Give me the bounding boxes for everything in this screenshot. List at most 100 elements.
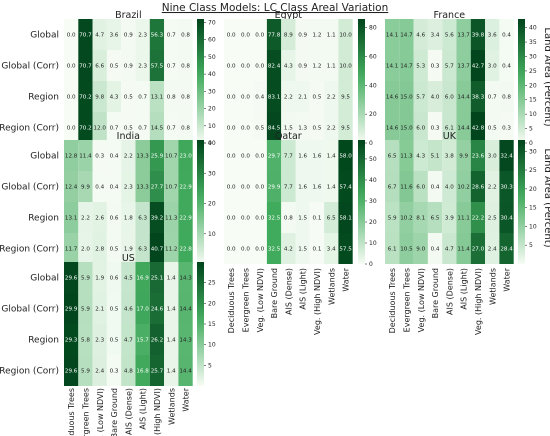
heatmap-cell bbox=[442, 19, 457, 50]
heatmap-cell bbox=[238, 233, 253, 264]
heatmap-cell bbox=[485, 19, 500, 50]
cell-label: 10.0 bbox=[339, 64, 352, 70]
heatmap-cell bbox=[470, 233, 486, 264]
colorbar-tick-label: 40 bbox=[369, 177, 377, 184]
heatmap-cell bbox=[238, 81, 253, 112]
heatmap-cell bbox=[485, 171, 500, 202]
heatmap-cell bbox=[135, 19, 150, 50]
cell-label: 8.1 bbox=[416, 216, 425, 222]
cell-label: 5.6 bbox=[445, 33, 454, 39]
cell-label: 2.3 bbox=[95, 338, 104, 344]
cell-label: 13.1 bbox=[65, 216, 78, 222]
cell-label: 2.2 bbox=[284, 95, 293, 101]
cell-label: 2.1 bbox=[298, 95, 307, 101]
heatmap-cell bbox=[149, 262, 165, 293]
heatmap-cell bbox=[92, 355, 107, 386]
heatmap-cell bbox=[295, 202, 310, 233]
cell-label: 0.3 bbox=[95, 154, 104, 160]
row-label: Global bbox=[30, 31, 59, 41]
cell-label: 2.1 bbox=[95, 307, 104, 313]
heatmap-cell bbox=[121, 50, 136, 81]
cell-label: 3.4 bbox=[431, 33, 440, 39]
heatmap-cell bbox=[252, 233, 267, 264]
cell-label: 2.6 bbox=[95, 216, 104, 222]
heatmap-cell bbox=[164, 140, 179, 171]
cell-label: 0.7 bbox=[138, 95, 147, 101]
heatmap-cell bbox=[324, 19, 339, 50]
heatmap-cell bbox=[135, 140, 150, 171]
cell-label: 40.7 bbox=[151, 247, 164, 253]
heatmap-cell bbox=[106, 81, 122, 112]
cell-label: 0.0 bbox=[227, 64, 236, 70]
heatmap-cell bbox=[224, 171, 239, 202]
heatmap-cell bbox=[121, 262, 136, 293]
column-label: Veg. (Low NDVI) bbox=[256, 268, 265, 332]
heatmap-cell bbox=[456, 81, 471, 112]
cell-label: 0.0 bbox=[241, 95, 250, 101]
heatmap-cell bbox=[338, 19, 353, 50]
cell-label: 10.7 bbox=[165, 154, 178, 160]
cell-label: 29.9 bbox=[65, 307, 78, 313]
cell-label: 1.4 bbox=[167, 338, 176, 344]
heatmap-cell bbox=[338, 171, 353, 202]
heatmap-cell bbox=[324, 81, 339, 112]
cell-label: 70.2 bbox=[79, 95, 91, 101]
colorbar-tick-label: 15 bbox=[208, 321, 216, 328]
row-label: Global (Corr) bbox=[1, 183, 59, 193]
heatmap-cell bbox=[92, 50, 107, 81]
heatmap-cell bbox=[252, 19, 267, 50]
cell-label: 10.0 bbox=[339, 33, 352, 39]
cell-label: 0.0 bbox=[241, 64, 250, 70]
heatmap-cell bbox=[281, 233, 296, 264]
heatmap-cell bbox=[399, 202, 414, 233]
row-label: Region (Corr) bbox=[0, 367, 59, 377]
row-label: Region bbox=[28, 93, 59, 103]
colorbar-tick-label: 25 bbox=[529, 68, 537, 75]
cell-label: 0.0 bbox=[227, 185, 236, 191]
heatmap-cell bbox=[385, 19, 400, 50]
heatmap-cell bbox=[164, 233, 179, 264]
heatmap-cell bbox=[266, 140, 282, 171]
heatmap-cell bbox=[499, 233, 514, 264]
colorbar-tick-label: 50 bbox=[369, 156, 377, 163]
heatmap-cell bbox=[164, 262, 179, 293]
cell-label: 4.7 bbox=[124, 338, 133, 344]
cell-label: 6.6 bbox=[95, 64, 104, 70]
colorbar bbox=[197, 262, 204, 386]
cell-label: 2.3 bbox=[138, 64, 147, 70]
heatmap-cell bbox=[149, 171, 165, 202]
cell-label: 29.6 bbox=[65, 369, 78, 375]
cell-label: 4.6 bbox=[416, 33, 425, 39]
heatmap-cell bbox=[149, 233, 165, 264]
cell-label: 24.6 bbox=[151, 307, 164, 313]
heatmap-cell bbox=[164, 293, 179, 324]
cell-label: 14.1 bbox=[386, 64, 399, 70]
heatmap-cell bbox=[92, 81, 107, 112]
cell-label: 0.7 bbox=[488, 95, 497, 101]
heatmap-cell bbox=[121, 202, 136, 233]
heatmap-cell bbox=[442, 171, 457, 202]
cell-label: 58.1 bbox=[339, 216, 352, 222]
heatmap-cell bbox=[385, 50, 400, 81]
heatmap-cell bbox=[309, 19, 325, 50]
cell-label: 3.9 bbox=[445, 216, 454, 222]
heatmap-cell bbox=[224, 112, 239, 143]
heatmap-cell bbox=[121, 81, 136, 112]
colorbar-tick-label: 35 bbox=[529, 39, 537, 46]
heatmap-cell bbox=[135, 112, 150, 143]
column-label: Veg. (High NDVI) bbox=[313, 268, 322, 335]
cell-label: 5.7 bbox=[416, 95, 425, 101]
heatmap-cell bbox=[106, 171, 122, 202]
colorbar-tick-label: 30 bbox=[369, 198, 377, 205]
cell-label: 6.0 bbox=[445, 95, 454, 101]
cell-label: 7.7 bbox=[284, 154, 293, 160]
cell-label: 13.3 bbox=[136, 185, 149, 191]
column-label: Deciduous Trees bbox=[67, 388, 76, 436]
heatmap-cell bbox=[295, 19, 310, 50]
cell-label: 26.2 bbox=[151, 338, 163, 344]
cell-label: 2.2 bbox=[488, 185, 497, 191]
heatmap-cell bbox=[499, 81, 514, 112]
heatmap-cell bbox=[64, 293, 79, 324]
